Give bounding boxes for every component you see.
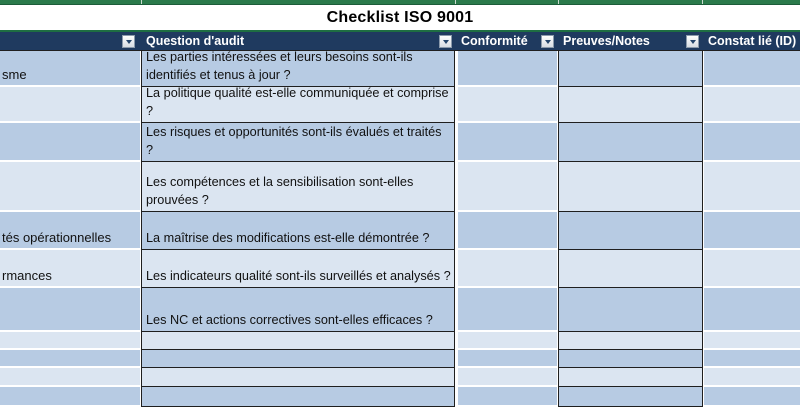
cell-conformite[interactable] (458, 250, 557, 288)
cell-question[interactable]: Les risques et opportunités sont-ils éva… (141, 123, 455, 162)
table-row: tés opérationnelles La maîtrise des modif… (0, 212, 800, 250)
cell-left[interactable]: rmances (0, 250, 140, 288)
cell-preuves[interactable] (558, 87, 703, 123)
cell-preuves[interactable] (558, 250, 703, 288)
table-row: rmances Les indicateurs qualité sont-ils … (0, 250, 800, 288)
cell-question[interactable]: La maîtrise des modifications est-elle d… (141, 212, 455, 250)
top-strip-fill (0, 0, 800, 4)
cell-left[interactable] (0, 288, 140, 332)
column-header-left[interactable] (0, 30, 141, 51)
table-row: sme Les parties intéressées et leurs beso… (0, 50, 800, 87)
cell-constat[interactable] (704, 123, 800, 162)
cell-preuves[interactable] (558, 288, 703, 332)
column-header-constat-label: Constat lié (ID) (708, 34, 797, 48)
column-header-question-label: Question d'audit (146, 34, 245, 48)
cell-constat[interactable] (704, 332, 800, 350)
cell-constat[interactable] (704, 387, 800, 407)
cell-left[interactable]: tés opérationnelles (0, 212, 140, 250)
cell-conformite[interactable] (458, 387, 557, 407)
table-row (0, 368, 800, 387)
table-row: Les risques et opportunités sont-ils éva… (0, 123, 800, 162)
cell-preuves[interactable] (558, 332, 703, 350)
cell-preuves[interactable] (558, 162, 703, 212)
filter-button[interactable] (122, 35, 135, 48)
cell-constat[interactable] (704, 350, 800, 368)
cell-conformite[interactable] (458, 123, 557, 162)
filter-button[interactable] (439, 35, 452, 48)
cell-preuves[interactable] (558, 350, 703, 368)
cell-left[interactable] (0, 123, 140, 162)
column-header-conformite-label: Conformité (461, 34, 528, 48)
cell-preuves[interactable] (558, 212, 703, 250)
title-band: Checklist ISO 9001 (0, 5, 800, 30)
cell-conformite[interactable] (458, 212, 557, 250)
cell-conformite[interactable] (458, 162, 557, 212)
cell-question[interactable] (141, 350, 455, 368)
table-row: Les compétences et la sensibilisation so… (0, 162, 800, 212)
table-row (0, 350, 800, 368)
cell-constat[interactable] (704, 368, 800, 387)
cell-question[interactable]: Les parties intéressées et leurs besoins… (141, 50, 455, 87)
cell-question[interactable]: Les NC et actions correctives sont-elles… (141, 288, 455, 332)
table-body: sme Les parties intéressées et leurs beso… (0, 50, 800, 407)
filter-dropdown-icon (442, 39, 449, 44)
cell-left[interactable] (0, 162, 140, 212)
cell-constat[interactable] (704, 212, 800, 250)
cell-constat[interactable] (704, 162, 800, 212)
table-row (0, 332, 800, 350)
sheet-title: Checklist ISO 9001 (326, 8, 474, 26)
cell-constat[interactable] (704, 51, 800, 87)
table-row (0, 387, 800, 407)
column-header-question[interactable]: Question d'audit (141, 30, 456, 51)
cell-question[interactable]: La politique qualité est-elle communiqué… (141, 86, 455, 123)
cell-preuves[interactable] (558, 51, 703, 87)
cell-left[interactable] (0, 368, 140, 387)
cell-left[interactable] (0, 87, 140, 123)
top-row-strip (0, 0, 800, 5)
cell-question[interactable]: Les compétences et la sensibilisation so… (141, 162, 455, 212)
column-header-preuves[interactable]: Preuves/Notes (558, 30, 703, 51)
top-strip-edge (0, 4, 800, 5)
cell-left[interactable] (0, 332, 140, 350)
column-header-constat[interactable]: Constat lié (ID) (703, 30, 800, 51)
cell-constat[interactable] (704, 87, 800, 123)
table-row: La politique qualité est-elle communiqué… (0, 86, 800, 123)
cell-conformite[interactable] (458, 368, 557, 387)
cell-conformite[interactable] (458, 288, 557, 332)
cell-left[interactable] (0, 350, 140, 368)
column-header-conformite[interactable]: Conformité (456, 30, 558, 51)
cell-conformite[interactable] (458, 332, 557, 350)
column-header-preuves-label: Preuves/Notes (563, 34, 650, 48)
cell-preuves[interactable] (558, 387, 703, 407)
cell-question[interactable] (141, 387, 455, 407)
table-row: Les NC et actions correctives sont-elles… (0, 288, 800, 332)
cell-conformite[interactable] (458, 350, 557, 368)
cell-question[interactable] (141, 368, 455, 387)
header-row: Question d'audit Conformité Preuves/Note… (0, 30, 800, 51)
gridline-tick (455, 0, 456, 4)
cell-constat[interactable] (704, 250, 800, 288)
cell-question[interactable]: Les indicateurs qualité sont-ils surveil… (141, 250, 455, 288)
gridline-tick (141, 0, 142, 4)
filter-button[interactable] (686, 35, 699, 48)
cell-left[interactable]: sme (0, 51, 140, 87)
filter-button[interactable] (541, 35, 554, 48)
cell-conformite[interactable] (458, 51, 557, 87)
filter-dropdown-icon (689, 39, 696, 44)
filter-dropdown-icon (125, 39, 132, 44)
cell-preuves[interactable] (558, 123, 703, 162)
cell-preuves[interactable] (558, 368, 703, 387)
gridline-tick (702, 0, 703, 4)
cell-constat[interactable] (704, 288, 800, 332)
cell-question[interactable] (141, 332, 455, 350)
cell-conformite[interactable] (458, 87, 557, 123)
gridline-tick (558, 0, 559, 4)
filter-dropdown-icon (544, 39, 551, 44)
cell-left[interactable] (0, 387, 140, 407)
